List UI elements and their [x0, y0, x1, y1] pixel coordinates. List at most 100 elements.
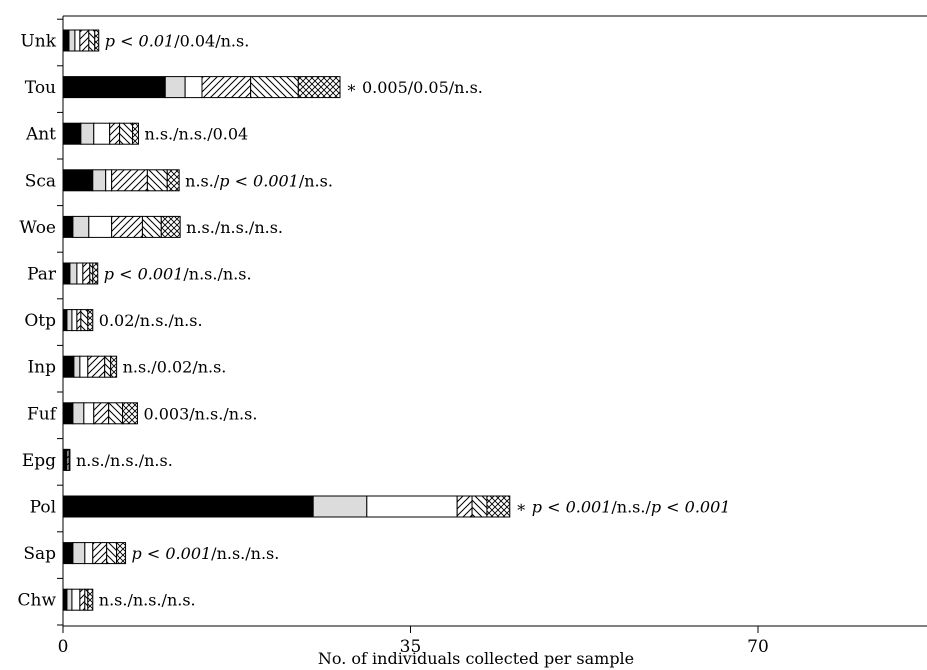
annotation-sca: n.s./p < 0.001/n.s. [185, 171, 333, 190]
bar-segment-unk-2 [74, 29, 81, 52]
bar-segment-tou-1 [164, 76, 186, 99]
bar-segment-ant-4 [119, 122, 133, 145]
bar-segment-fuf-4 [108, 402, 124, 425]
annotation-part: /n.s./n.s. [211, 544, 279, 563]
bar-segment-sca-1 [92, 169, 107, 192]
x-tick-label: 0 [58, 637, 69, 657]
bar-segment-sap-5 [116, 542, 127, 565]
bar-segment-sap-3 [92, 542, 108, 565]
annotation-part: p < 0.001 [219, 171, 299, 190]
annotation-ant: n.s./n.s./0.04 [144, 125, 248, 144]
bar-segment-inp-1 [73, 355, 81, 378]
category-label: Tou [25, 78, 56, 98]
category-label: Chw [17, 591, 56, 611]
annotation-part: /n.s. [299, 171, 333, 190]
annotation-unk: p < 0.01/0.04/n.s. [105, 32, 250, 51]
bar-segment-sap-4 [106, 542, 118, 565]
x-tick-label: 70 [747, 637, 769, 657]
annotation-otp: 0.02/n.s./n.s. [99, 311, 203, 330]
bar-segment-otp-1 [66, 309, 73, 332]
x-axis: 0 35 70 No. of individuals collected per s… [58, 15, 927, 668]
bar-segment-woe-1 [72, 215, 90, 238]
annotation-part: ∗ 0.005/0.05/n.s. [346, 78, 483, 97]
bar-segment-ant-5 [132, 122, 139, 145]
bar-segment-ant-2 [93, 122, 111, 145]
annotation-chw: n.s./n.s./n.s. [99, 591, 196, 610]
bar-segment-otp-3 [76, 309, 82, 332]
significance-annotations: p < 0.01/0.04/n.s. ∗ 0.005/0.05/n.s. n.s./… [76, 32, 731, 610]
annotation-par: p < 0.001/n.s./n.s. [104, 265, 252, 284]
bar-segment-pol-1 [312, 495, 368, 518]
annotation-part: /n.s./ [611, 498, 651, 517]
bar-segment-epg-4 [68, 448, 71, 471]
annotation-part: n.s./n.s./0.04 [144, 125, 248, 144]
bar-segment-otp-2 [71, 309, 78, 332]
bar-segment-fuf-0 [62, 402, 74, 425]
bar-segment-inp-0 [62, 355, 75, 378]
annotation-part: 0.003/n.s./n.s. [143, 404, 257, 423]
annotation-part: n.s./ [185, 171, 220, 190]
bar-segment-woe-3 [111, 215, 143, 238]
bar-segment-chw-3 [79, 588, 86, 611]
annotation-part: p < 0.001 [104, 265, 184, 284]
bar-segment-sap-0 [62, 542, 74, 565]
bar-segment-unk-0 [62, 29, 70, 52]
bar-segment-par-5 [92, 262, 99, 285]
bar-segment-ant-1 [80, 122, 95, 145]
bar-segment-ant-3 [109, 122, 121, 145]
bar-segment-par-0 [62, 262, 71, 285]
bar-segment-chw-1 [66, 588, 73, 611]
category-label: Sca [25, 171, 56, 191]
annotation-part: n.s./n.s./n.s. [76, 451, 173, 470]
category-label: Ant [25, 125, 56, 145]
bar-segment-tou-5 [297, 76, 341, 99]
annotation-tou: ∗ 0.005/0.05/n.s. [346, 78, 483, 97]
bar-segment-chw-5 [87, 588, 94, 611]
annotation-sap: p < 0.001/n.s./n.s. [132, 544, 280, 563]
bar-segment-sca-5 [166, 169, 180, 192]
annotation-part: n.s./n.s./n.s. [99, 591, 196, 610]
bar-segment-inp-2 [79, 355, 89, 378]
bar-segment-pol-4 [471, 495, 488, 518]
category-label: Inp [27, 358, 56, 378]
category-label: Unk [20, 32, 56, 52]
category-label: Epg [22, 451, 56, 471]
annotation-part: p < 0.001 [532, 498, 612, 517]
category-label: Woe [19, 218, 56, 238]
annotation-part: /n.s./n.s. [183, 265, 251, 284]
bar-segment-par-1 [69, 262, 78, 285]
bar-segment-otp-0 [62, 309, 68, 332]
bar-segment-inp-5 [110, 355, 118, 378]
annotation-part: p < 0.001 [651, 498, 731, 517]
bar-segment-pol-3 [456, 495, 473, 518]
category-label: Sap [23, 544, 56, 564]
bar-segment-chw-0 [62, 588, 68, 611]
bar-segment-unk-5 [94, 29, 100, 52]
bar-segment-woe-4 [141, 215, 162, 238]
bar-segment-sap-1 [72, 542, 86, 565]
bar-segment-chw-2 [71, 588, 81, 611]
bar-segment-woe-5 [160, 215, 181, 238]
bar-segment-inp-4 [104, 355, 112, 378]
bar-segment-par-3 [82, 262, 91, 285]
bar-segment-sca-0 [62, 169, 94, 192]
annotation-part: 0.02/n.s./n.s. [99, 311, 203, 330]
category-label: Par [27, 265, 57, 285]
bars [62, 29, 511, 611]
bar-segment-sap-2 [84, 542, 94, 565]
y-axis: Unk Tou Ant Sca Woe Par Otp Inp Fuf Epg Pol Sap Chw [17, 16, 64, 626]
bar-segment-woe-2 [88, 215, 113, 238]
bar-segment-tou-0 [62, 76, 166, 99]
bar-segment-tou-2 [184, 76, 203, 99]
bar-segment-otp-4 [80, 309, 89, 332]
category-label: Otp [24, 311, 56, 331]
annotation-pol: ∗ p < 0.001/n.s./p < 0.001 [516, 498, 731, 517]
bar-segment-sca-3 [111, 169, 148, 192]
annotation-inp: n.s./0.02/n.s. [123, 358, 227, 377]
x-tick-label: 35 [400, 637, 422, 657]
bar-segment-unk-4 [88, 29, 96, 52]
bar-segment-tou-4 [250, 76, 299, 99]
bar-segment-fuf-5 [122, 402, 138, 425]
category-label: Fuf [27, 404, 58, 424]
